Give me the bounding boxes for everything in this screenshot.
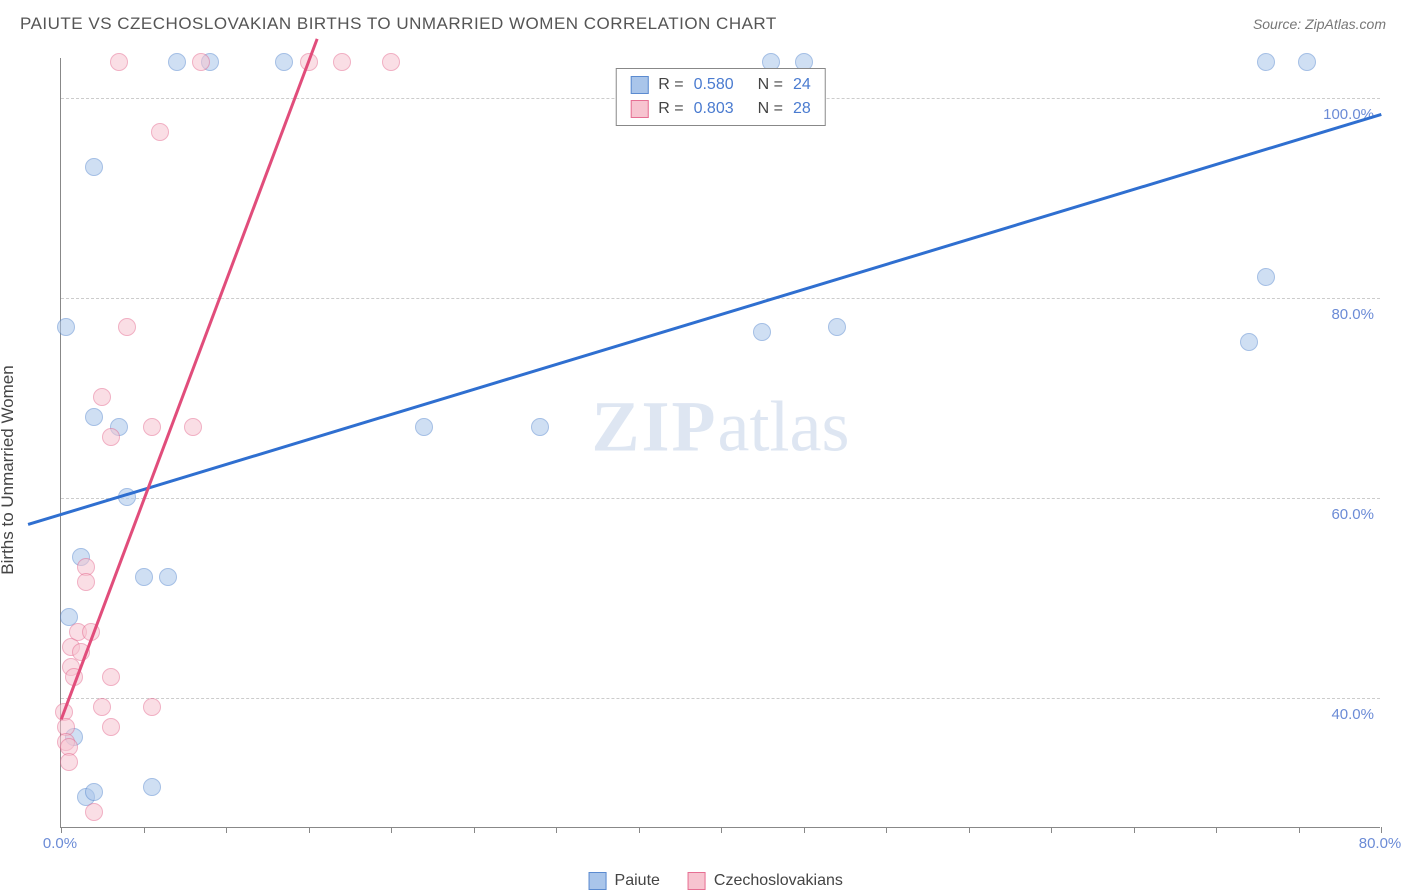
data-point: [135, 568, 153, 586]
x-tick-label: 0.0%: [43, 835, 77, 852]
legend-item: Paiute: [589, 872, 660, 890]
data-point: [753, 323, 771, 341]
data-point: [143, 778, 161, 796]
x-tick: [556, 827, 557, 833]
x-tick: [144, 827, 145, 833]
legend-label: Czechoslovakians: [714, 872, 843, 890]
x-tick: [721, 827, 722, 833]
x-tick: [474, 827, 475, 833]
x-tick: [969, 827, 970, 833]
x-tick: [1134, 827, 1135, 833]
x-tick: [639, 827, 640, 833]
trend-line-paiute: [28, 113, 1382, 525]
y-tick-label: 80.0%: [1331, 306, 1374, 323]
data-point: [275, 53, 293, 71]
x-tick: [226, 827, 227, 833]
data-point: [110, 53, 128, 71]
data-point: [60, 753, 78, 771]
gridline: [61, 698, 1380, 699]
plot-area: ZIPatlas R = 0.580N = 24R = 0.803N = 28 …: [60, 58, 1380, 828]
source-label: Source: ZipAtlas.com: [1253, 16, 1386, 32]
data-point: [333, 53, 351, 71]
data-point: [415, 418, 433, 436]
data-point: [159, 568, 177, 586]
data-point: [143, 698, 161, 716]
chart-container: Births to Unmarried Women ZIPatlas R = 0…: [0, 48, 1406, 892]
legend: Paiute Czechoslovakians: [589, 872, 843, 890]
header: PAIUTE VS CZECHOSLOVAKIAN BIRTHS TO UNMA…: [0, 0, 1406, 48]
data-point: [93, 698, 111, 716]
y-tick-label: 60.0%: [1331, 506, 1374, 523]
data-point: [1240, 333, 1258, 351]
data-point: [184, 418, 202, 436]
data-point: [531, 418, 549, 436]
swatch-icon: [589, 872, 607, 890]
data-point: [85, 408, 103, 426]
x-tick: [1381, 827, 1382, 833]
swatch-icon: [688, 872, 706, 890]
x-tick: [309, 827, 310, 833]
data-point: [102, 718, 120, 736]
data-point: [143, 418, 161, 436]
data-point: [151, 123, 169, 141]
stats-row: R = 0.803N = 28: [630, 97, 811, 121]
gridline: [61, 498, 1380, 499]
legend-item: Czechoslovakians: [688, 872, 843, 890]
gridline: [61, 298, 1380, 299]
y-tick-label: 100.0%: [1323, 106, 1374, 123]
data-point: [85, 158, 103, 176]
y-tick-label: 40.0%: [1331, 706, 1374, 723]
x-tick: [804, 827, 805, 833]
x-tick: [1299, 827, 1300, 833]
y-axis-label: Births to Unmarried Women: [0, 365, 18, 574]
x-tick: [61, 827, 62, 833]
data-point: [1257, 53, 1275, 71]
data-point: [192, 53, 210, 71]
data-point: [102, 428, 120, 446]
data-point: [168, 53, 186, 71]
trend-line-czechoslovakians: [60, 39, 318, 720]
x-tick: [1216, 827, 1217, 833]
data-point: [828, 318, 846, 336]
watermark: ZIPatlas: [592, 386, 850, 469]
legend-label: Paiute: [615, 872, 660, 890]
chart-title: PAIUTE VS CZECHOSLOVAKIAN BIRTHS TO UNMA…: [20, 14, 777, 34]
data-point: [85, 803, 103, 821]
x-tick-label: 80.0%: [1359, 835, 1402, 852]
swatch-icon: [630, 76, 648, 94]
x-tick: [1051, 827, 1052, 833]
stats-row: R = 0.580N = 24: [630, 73, 811, 97]
data-point: [57, 318, 75, 336]
data-point: [1298, 53, 1316, 71]
data-point: [85, 783, 103, 801]
data-point: [382, 53, 400, 71]
data-point: [118, 318, 136, 336]
data-point: [1257, 268, 1275, 286]
stats-box: R = 0.580N = 24R = 0.803N = 28: [615, 68, 826, 126]
x-tick: [391, 827, 392, 833]
data-point: [93, 388, 111, 406]
x-tick: [886, 827, 887, 833]
data-point: [77, 573, 95, 591]
data-point: [102, 668, 120, 686]
swatch-icon: [630, 100, 648, 118]
